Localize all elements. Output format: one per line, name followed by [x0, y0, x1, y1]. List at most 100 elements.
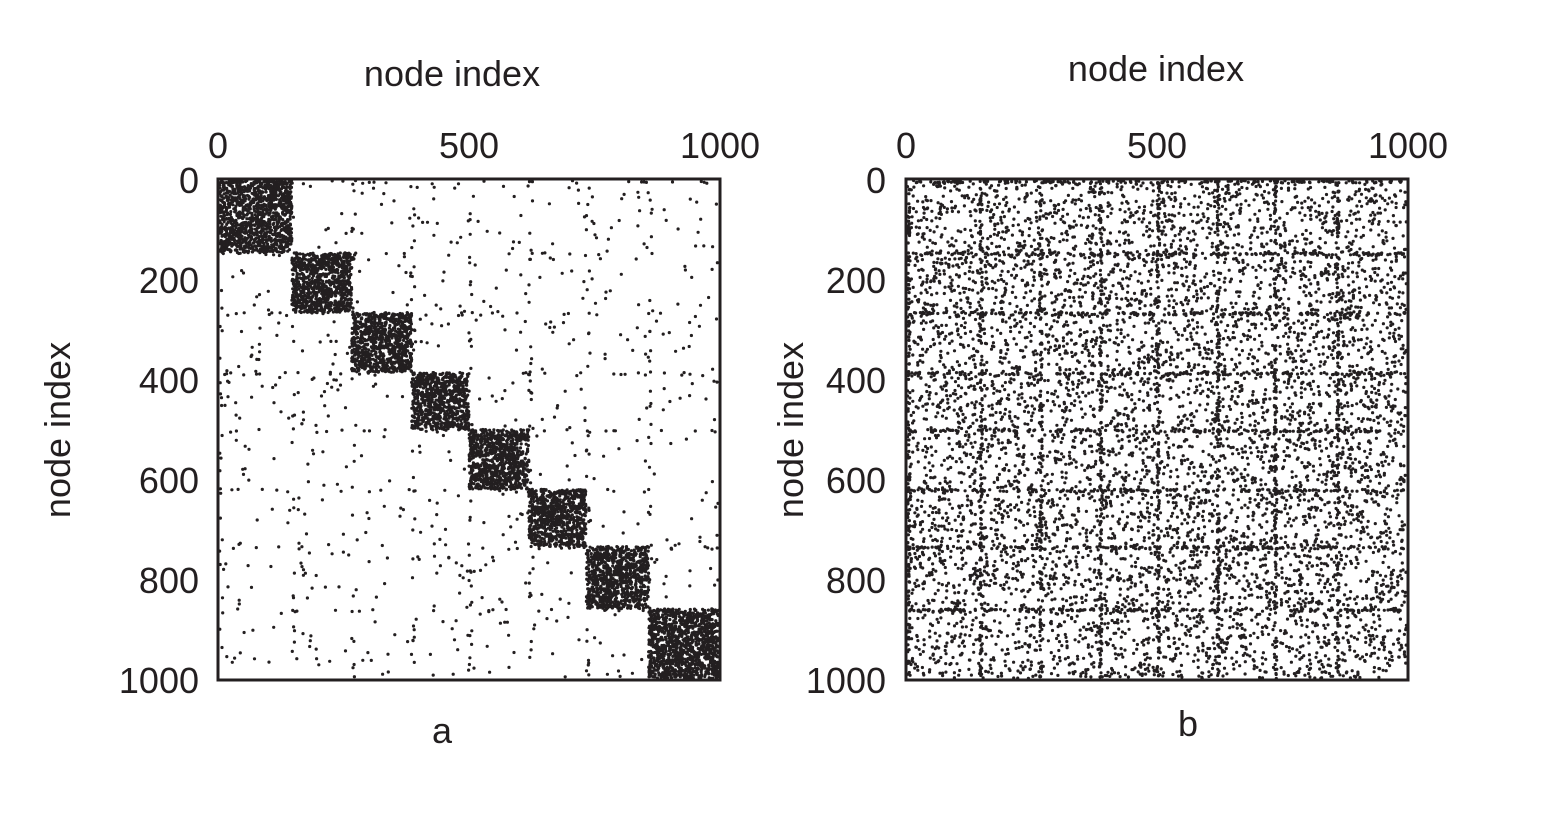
data-point [483, 486, 486, 489]
data-point [413, 392, 416, 395]
data-point [240, 247, 243, 250]
data-point [458, 415, 461, 418]
data-point [417, 392, 420, 395]
data-point [406, 333, 409, 336]
data-point [296, 274, 299, 277]
data-point [247, 187, 250, 190]
data-point [245, 239, 248, 242]
data-point [285, 189, 288, 192]
data-point [435, 402, 438, 405]
data-point [232, 192, 235, 195]
data-point [405, 360, 408, 363]
data-point [364, 367, 367, 370]
data-point [446, 410, 449, 413]
panel-a-ytick-0: 0 [179, 160, 199, 201]
data-point [335, 286, 338, 289]
data-point [384, 317, 387, 320]
data-point [359, 330, 362, 333]
data-point [360, 362, 363, 365]
data-point [514, 475, 517, 478]
data-point [350, 302, 353, 305]
data-point [424, 426, 427, 429]
data-point [421, 428, 424, 431]
data-point [220, 215, 223, 218]
data-point [222, 248, 225, 251]
data-point [515, 460, 518, 463]
data-point [350, 286, 353, 289]
data-point [288, 248, 291, 251]
data-point [382, 361, 385, 364]
data-point [491, 474, 494, 477]
data-point [383, 331, 386, 334]
data-point [329, 294, 332, 297]
data-point [464, 428, 467, 431]
data-point [467, 405, 470, 408]
panel-a-ytick-400: 400 [139, 360, 199, 401]
data-point [395, 353, 398, 356]
data-point [357, 344, 360, 347]
data-point [354, 325, 357, 328]
data-point [423, 416, 426, 419]
data-point [354, 363, 357, 366]
data-point [526, 428, 529, 431]
data-point [219, 242, 222, 245]
data-point [470, 469, 473, 472]
data-point [302, 268, 305, 271]
data-point [281, 195, 284, 198]
data-point [330, 253, 333, 256]
data-point [280, 251, 283, 254]
data-point [348, 292, 351, 295]
data-point [475, 438, 478, 441]
data-point [440, 426, 443, 429]
data-point [507, 476, 510, 479]
data-point [406, 336, 409, 339]
data-point [308, 254, 311, 257]
data-point [469, 452, 472, 455]
data-point [253, 239, 256, 242]
data-point [512, 455, 515, 458]
panel-a-label: a [432, 710, 453, 751]
data-point [389, 357, 392, 360]
data-point [496, 459, 499, 462]
data-point [348, 275, 351, 278]
data-point [415, 408, 418, 411]
data-point [497, 447, 500, 450]
data-point [461, 410, 464, 413]
data-point [380, 322, 383, 325]
data-point [516, 479, 519, 482]
data-point [510, 443, 513, 446]
data-point [490, 479, 493, 482]
data-point [342, 263, 345, 266]
data-point [256, 186, 259, 189]
data-point [448, 376, 451, 379]
data-point [494, 454, 497, 457]
data-point [520, 442, 523, 445]
data-point [324, 305, 327, 308]
data-point [253, 224, 256, 227]
data-point [323, 262, 326, 265]
data-point [524, 457, 527, 460]
data-point [444, 414, 447, 417]
data-point [380, 335, 383, 338]
data-point [479, 484, 482, 487]
data-point [370, 345, 373, 348]
data-point [454, 388, 457, 391]
data-point [374, 335, 377, 338]
data-point [451, 417, 454, 420]
data-point [524, 463, 527, 466]
data-point [229, 193, 232, 196]
data-point [410, 356, 413, 359]
data-point [232, 225, 235, 228]
data-point [417, 426, 420, 429]
data-point [288, 200, 291, 203]
data-point [518, 464, 521, 467]
data-point [364, 319, 367, 322]
data-point [316, 299, 319, 302]
data-point [242, 214, 245, 217]
data-point [462, 414, 465, 417]
data-point [393, 349, 396, 352]
data-point [440, 407, 443, 410]
data-point [461, 372, 464, 375]
data-point [520, 433, 523, 436]
data-point [307, 282, 310, 285]
